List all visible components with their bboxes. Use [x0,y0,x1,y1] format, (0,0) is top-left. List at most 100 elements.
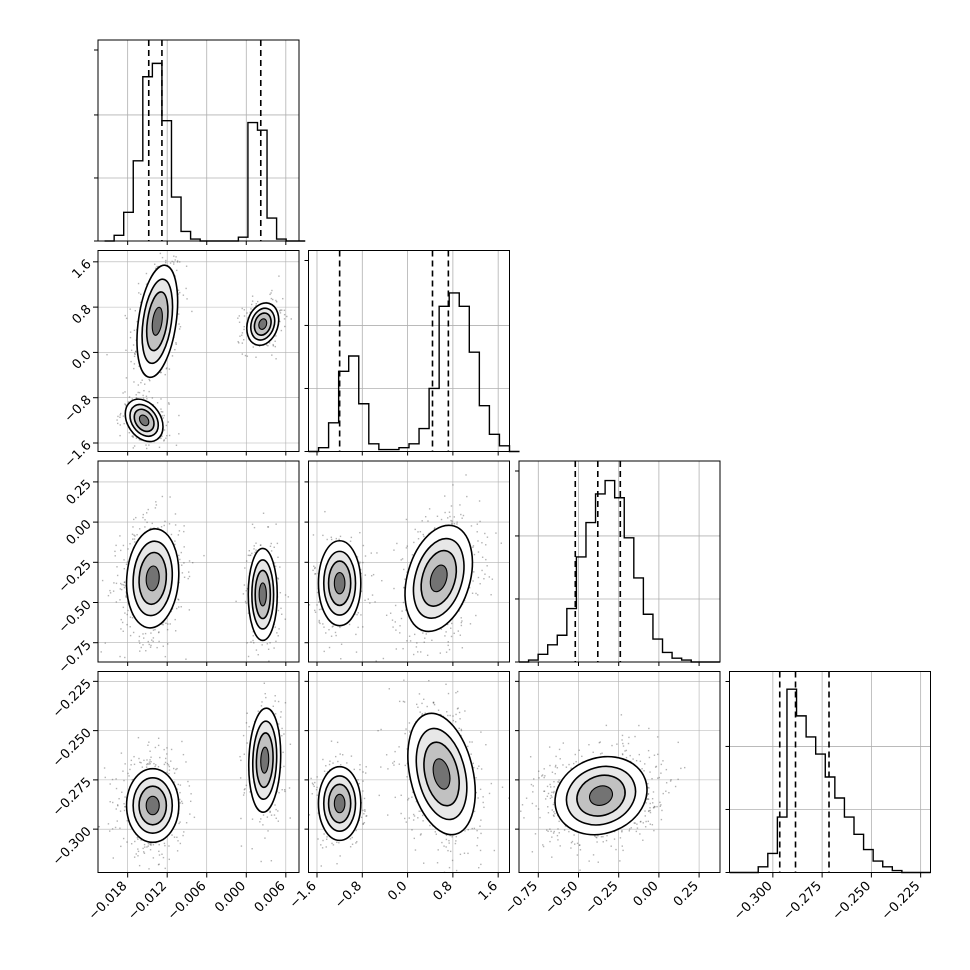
panel-frame [308,671,510,873]
scatter-point [482,796,484,798]
scatter-point [179,791,181,794]
scatter-point [400,617,403,620]
scatter-point [175,343,177,345]
scatter-point [165,259,167,262]
scatter-point [162,417,165,419]
scatter-point [127,772,129,775]
scatter-point [447,714,449,717]
scatter-point [147,744,149,746]
scatter-point [482,801,484,804]
scatter-point [273,647,275,649]
scatter-point [177,293,180,295]
scatter-point [122,837,125,840]
scatter-point [129,336,132,339]
scatter-point [551,796,553,798]
scatter-point [142,513,145,516]
scatter-point [237,317,239,319]
scatter-point [278,628,280,630]
scatter-point [150,527,152,530]
scatter-point [534,833,537,835]
scatter-point [362,771,364,773]
scatter-point [279,716,282,718]
scatter-point [423,535,425,538]
scatter-point [120,752,123,754]
scatter-point [312,783,314,786]
scatter-point [160,408,162,410]
histogram-panel-1 [304,250,520,453]
scatter-point [166,762,169,765]
scatter-point [358,562,361,565]
scatter-point [400,812,402,815]
scatter-point [399,625,401,627]
scatter-point [121,583,123,586]
scatter-point [246,742,248,744]
scatter-point [148,741,150,743]
scatter-point [356,556,359,558]
scatter-point [318,601,320,603]
scatter-point [488,576,491,578]
scatter-point [272,705,274,707]
scatter-point [360,614,362,616]
scatter-point [660,763,663,766]
scatter-point [450,627,452,629]
panel-frame [97,671,300,873]
scatter-point [452,719,455,722]
scatter-point [104,776,106,779]
scatter-point [270,860,273,862]
scatter-point [122,544,125,547]
scatter-point [128,432,130,434]
scatter-point [123,803,125,805]
scatter-point [264,692,266,695]
scatter-point [142,394,144,397]
scatter-point [176,261,179,263]
histogram-series [308,292,520,453]
scatter-point [323,626,325,628]
scatter-point [185,265,188,267]
scatter-point [128,396,131,398]
scatter-point [551,809,553,811]
scatter-point [160,437,162,440]
scatter-point [163,439,165,441]
scatter-point [330,635,333,637]
scatter-point [251,300,254,302]
contour-level [432,758,451,790]
scatter-point [116,419,118,421]
scatter-point [134,353,136,355]
scatter-point [335,634,337,637]
scatter-point [415,646,418,648]
scatter-point [391,619,394,621]
scatter-point [645,820,647,823]
scatter-point [340,658,342,660]
scatter-point [477,576,480,579]
scatter-point [403,679,405,681]
scatter-point [168,845,170,847]
scatter-point [135,516,137,519]
scatter-point [436,862,439,864]
scatter-point [485,544,487,546]
scatter-point [477,797,479,799]
scatter-point [145,283,148,285]
scatter-point [551,856,553,858]
scatter-point [149,646,152,648]
scatter-point [372,573,375,576]
scatter-point [463,599,466,602]
scatter-point [287,596,290,598]
scatter-point [125,349,127,351]
scatter-point [417,817,419,819]
scatter-point [417,651,419,653]
scatter-point [143,759,145,762]
scatter-point [426,654,429,657]
scatter-point [340,764,342,766]
scatter-point [364,574,367,576]
scatter-point [242,339,245,341]
scatter-point [271,354,273,356]
scatter-point [550,786,552,788]
scatter-point [349,846,352,848]
scatter-point [283,733,285,735]
scatter-point [249,554,252,556]
scatter-point [158,863,160,865]
scatter-point [277,635,279,637]
scatter-point [181,572,184,574]
scatter-point [458,711,461,714]
scatter-point [308,814,311,816]
